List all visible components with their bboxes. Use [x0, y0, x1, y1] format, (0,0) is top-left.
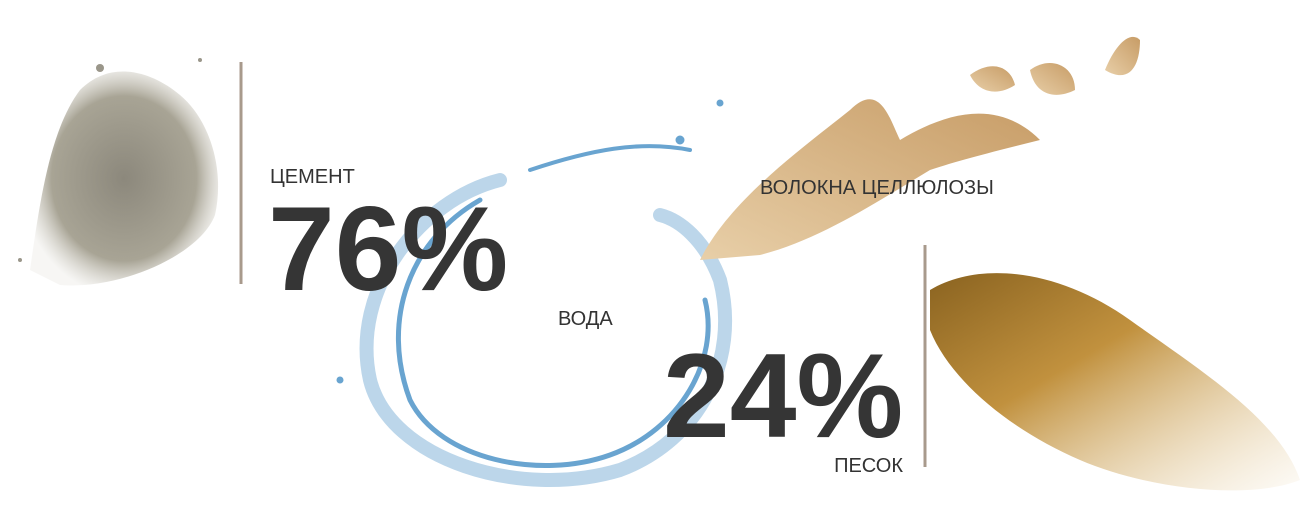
- infographic: ЦЕМЕНТ 76% ВОДА ВОЛОКНА ЦЕЛЛЮЛОЗЫ 24% ПЕ…: [0, 0, 1305, 510]
- sand-image: [930, 273, 1300, 490]
- sand-percent: 24%: [663, 329, 903, 463]
- cellulose-label: ВОЛОКНА ЦЕЛЛЮЛОЗЫ: [760, 177, 994, 199]
- cement-percent: 76%: [268, 182, 508, 316]
- page: ЦЕМЕНТ 76% ВОДА ВОЛОКНА ЦЕЛЛЮЛОЗЫ 24% ПЕ…: [0, 0, 1305, 510]
- water-label: ВОДА: [558, 308, 613, 330]
- sand-label: ПЕСОК: [834, 455, 903, 477]
- cement-image: [18, 58, 218, 285]
- cellulose-image: [700, 37, 1140, 260]
